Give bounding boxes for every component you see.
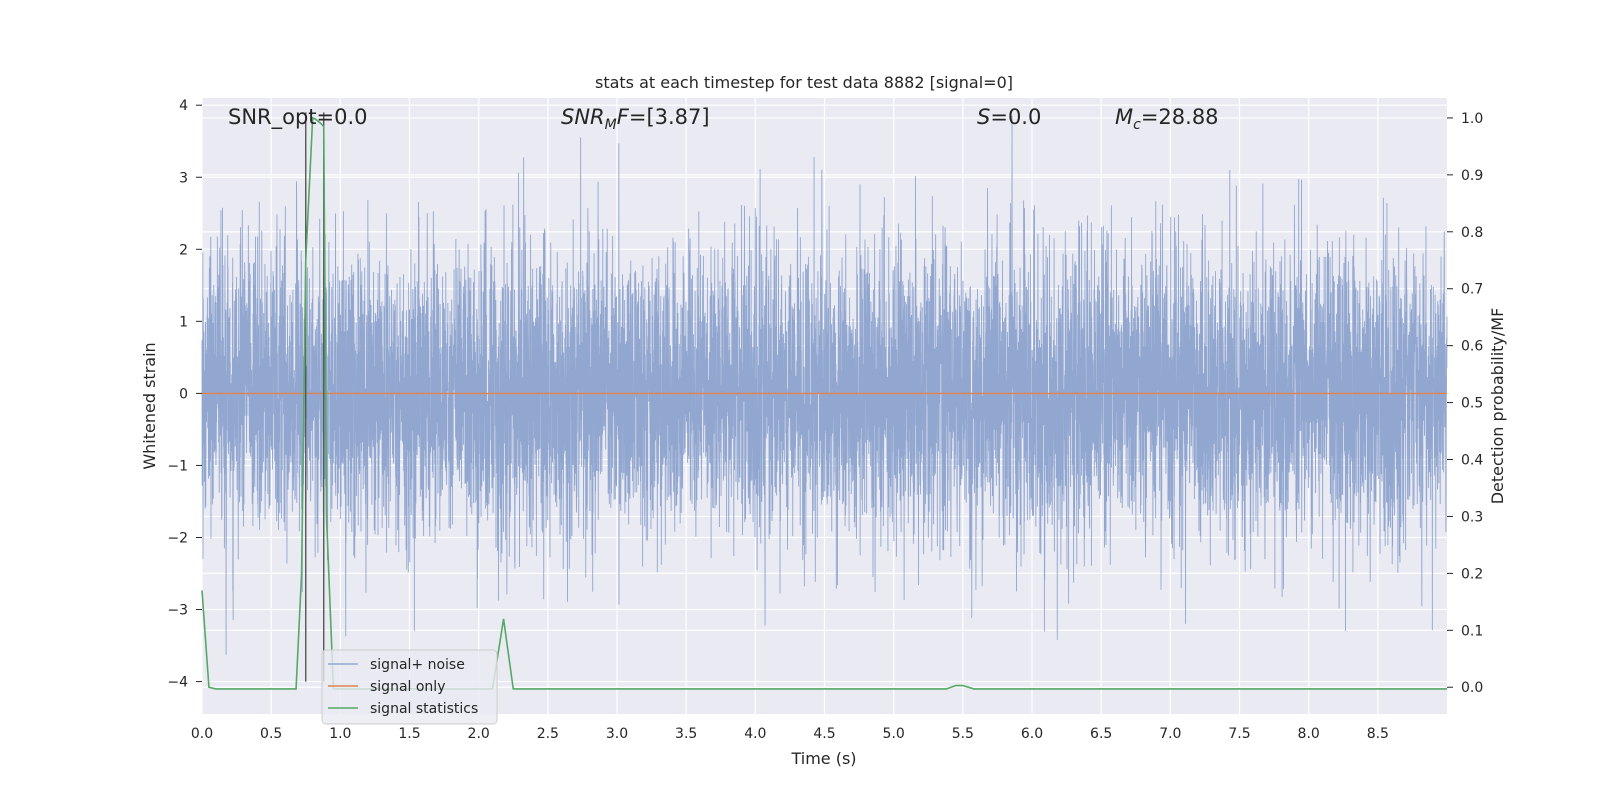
x-tick-label: 7.5 bbox=[1228, 726, 1250, 742]
x-tick-label: 0.5 bbox=[260, 726, 282, 742]
x-tick-label: 5.5 bbox=[952, 726, 974, 742]
annotation-snr-mf-value: [3.87] bbox=[646, 105, 709, 129]
y-tick-label: −3 bbox=[167, 603, 188, 619]
x-tick-label: 0.0 bbox=[191, 726, 213, 742]
y-tick-labels: −4 −3 −2 −1 0 1 2 3 4 bbox=[167, 98, 202, 691]
y-tick-label: 0 bbox=[179, 386, 188, 402]
annotation-snr-mf: SNRMF=[3.87] bbox=[561, 105, 710, 133]
x-tick-label: 4.5 bbox=[813, 726, 835, 742]
x-tick-label: 3.5 bbox=[675, 726, 697, 742]
annotation-mc: Mc=28.88 bbox=[1115, 105, 1219, 133]
legend-label-signal: signal only bbox=[370, 679, 445, 695]
y-right-tick-label: 0.9 bbox=[1461, 168, 1483, 184]
annotation-s: S=0.0 bbox=[977, 105, 1041, 129]
x-tick-label: 7.0 bbox=[1159, 726, 1181, 742]
legend-label-stats: signal statistics bbox=[370, 701, 478, 717]
y-tick-label: −2 bbox=[167, 530, 188, 546]
x-tick-label: 8.5 bbox=[1367, 726, 1389, 742]
legend: signal+ noise signal only signal statist… bbox=[321, 649, 498, 725]
y-tick-label: 4 bbox=[179, 98, 188, 114]
annotation-mc-value: =28.88 bbox=[1141, 105, 1219, 129]
x-tick-label: 1.5 bbox=[398, 726, 420, 742]
y-right-tick-label: 0.6 bbox=[1461, 339, 1483, 355]
x-tick-label: 6.0 bbox=[1021, 726, 1043, 742]
y-right-tick-label: 0.2 bbox=[1461, 566, 1483, 582]
legend-box bbox=[321, 649, 498, 725]
annotation-snr-opt: SNR_opt=0.0 bbox=[228, 105, 368, 130]
y-tick-label: 2 bbox=[179, 242, 188, 258]
y-right-tick-label: 1.0 bbox=[1461, 111, 1483, 127]
y-right-tick-label: 0.4 bbox=[1461, 453, 1483, 469]
y-tick-label: 3 bbox=[179, 170, 188, 186]
y-right-tick-label: 0.7 bbox=[1461, 282, 1483, 298]
y-right-tick-label: 0.3 bbox=[1461, 509, 1483, 525]
y-tick-label: −4 bbox=[167, 675, 188, 691]
x-tick-label: 5.0 bbox=[883, 726, 905, 742]
signal-noise-series bbox=[201, 116, 1448, 655]
x-tick-label: 2.5 bbox=[537, 726, 559, 742]
y-right-tick-label: 0.5 bbox=[1461, 396, 1483, 412]
x-tick-label: 2.0 bbox=[468, 726, 490, 742]
legend-label-noise: signal+ noise bbox=[370, 657, 465, 673]
x-tick-label: 8.0 bbox=[1298, 726, 1320, 742]
y-right-axis-label: Detection probability/MF bbox=[1488, 308, 1507, 505]
y-right-tick-label: 0.8 bbox=[1461, 225, 1483, 241]
y-tick-label: −1 bbox=[167, 458, 188, 474]
x-tick-label: 1.0 bbox=[329, 726, 351, 742]
x-tick-label: 4.0 bbox=[744, 726, 766, 742]
signal-noise-line bbox=[201, 116, 1448, 655]
x-tick-label: 6.5 bbox=[1090, 726, 1112, 742]
y-tick-label: 1 bbox=[179, 314, 188, 330]
annotation-s-value: =0.0 bbox=[990, 105, 1041, 129]
y-axis-label: Whitened strain bbox=[140, 342, 159, 469]
chart-title: stats at each timestep for test data 888… bbox=[595, 73, 1013, 92]
x-axis-label: Time (s) bbox=[790, 749, 856, 768]
x-tick-labels: 0.0 0.5 1.0 1.5 2.0 2.5 3.0 3.5 4.0 4.5 5.0 5.5 6.0 6… bbox=[191, 726, 1389, 742]
y-right-tick-label: 0.0 bbox=[1461, 680, 1483, 696]
x-tick-label: 3.0 bbox=[606, 726, 628, 742]
y-right-tick-labels: 0.0 0.1 0.2 0.3 0.4 0.5 0.6 0.7 0.8 0.9 1.0 bbox=[1447, 111, 1483, 696]
y-right-tick-label: 0.1 bbox=[1461, 623, 1483, 639]
